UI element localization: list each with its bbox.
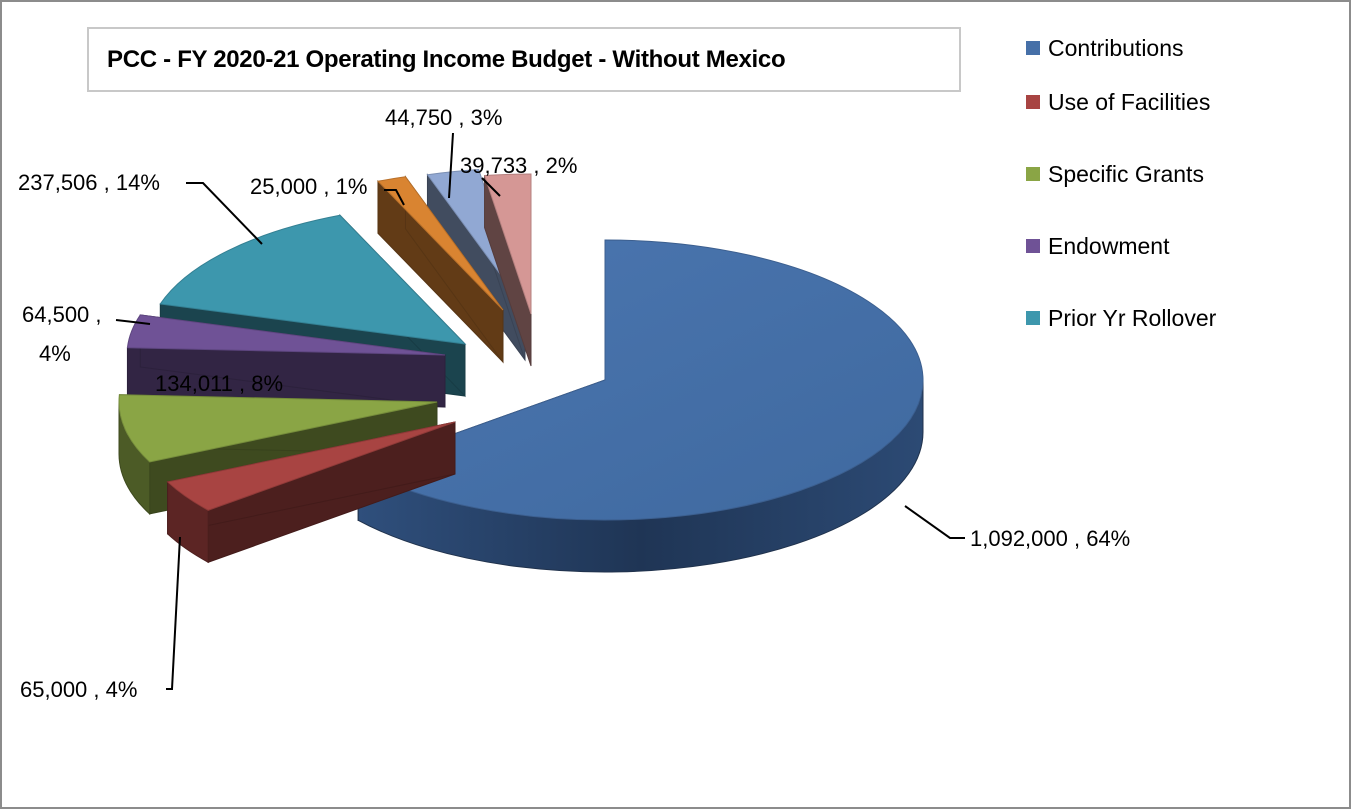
- legend-label: Contributions: [1048, 34, 1184, 61]
- legend-label: Use of Facilities: [1048, 88, 1211, 115]
- legend-label: Specific Grants: [1048, 160, 1204, 187]
- data-label: 39,733 , 2%: [460, 153, 577, 178]
- pie-slice: [126, 314, 446, 408]
- legend-item-endowment: Endowment: [1026, 210, 1216, 282]
- legend-item-use-of-facilities: Use of Facilities: [1026, 66, 1216, 138]
- data-label: 65,000 , 4%: [20, 677, 137, 702]
- pie-slice-top: [118, 394, 438, 463]
- leader-line: [481, 177, 501, 197]
- legend-swatch: [1026, 167, 1040, 181]
- leader-line: [166, 536, 181, 690]
- legend-swatch: [1026, 239, 1040, 253]
- leader-line: [384, 189, 405, 206]
- leader-line: [186, 182, 263, 245]
- pie-slice-top: [356, 239, 924, 521]
- data-label-group: 237,506 , 14%: [18, 170, 263, 245]
- data-label-group: 44,750 , 3%: [385, 105, 502, 199]
- data-label-group: 1,092,000 , 64%: [904, 505, 1130, 551]
- chart-title: PCC - FY 2020-21 Operating Income Budget…: [87, 27, 961, 92]
- leader-line: [115, 319, 151, 325]
- data-label-group: 39,733 , 2%: [460, 153, 577, 197]
- pie-slice-top: [159, 214, 467, 345]
- legend-swatch: [1026, 95, 1040, 109]
- data-label: 1,092,000 , 64%: [970, 526, 1130, 551]
- leader-line: [904, 505, 965, 539]
- data-label-group: 134,011 , 8%: [155, 371, 283, 396]
- legend: Contributions Use of Facilities Specific…: [1026, 30, 1216, 354]
- leader-line: [448, 132, 454, 199]
- legend-swatch: [1026, 41, 1040, 55]
- pie-slice: [483, 173, 532, 367]
- pie-slice-top: [166, 421, 456, 511]
- data-label: 64,500 ,: [22, 302, 102, 327]
- data-label: 4%: [39, 341, 71, 366]
- data-label: 44,750 , 3%: [385, 105, 502, 130]
- data-label: 134,011 , 8%: [155, 371, 283, 396]
- pie-slice: [166, 421, 456, 564]
- legend-label: Endowment: [1048, 232, 1170, 259]
- legend-swatch: [1026, 311, 1040, 325]
- data-label-group: 25,000 , 1%: [250, 174, 405, 206]
- legend-item-specific-grants: Specific Grants: [1026, 138, 1216, 210]
- data-label: 25,000 , 1%: [250, 174, 367, 199]
- pie-slice-top: [376, 176, 504, 311]
- legend-item-prior-yr-rollover: Prior Yr Rollover: [1026, 282, 1216, 354]
- legend-item-contributions: Contributions: [1026, 30, 1216, 66]
- data-label-group: 65,000 , 4%: [20, 536, 181, 702]
- pie-slice-top: [126, 314, 446, 356]
- legend-label: Prior Yr Rollover: [1048, 304, 1217, 331]
- pie-slice: [376, 175, 504, 364]
- data-label: 237,506 , 14%: [18, 170, 160, 195]
- data-label-group: 64,500 , 4%: [22, 302, 151, 366]
- pie-slice-top: [483, 173, 532, 315]
